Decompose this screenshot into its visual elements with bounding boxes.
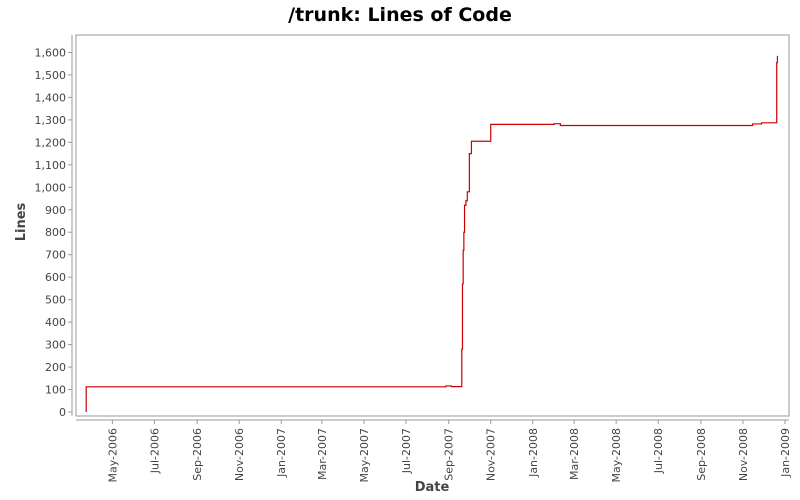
y-tick-label: 800 bbox=[45, 226, 66, 239]
series-layer bbox=[85, 55, 779, 412]
y-tick-label: 1,300 bbox=[35, 114, 67, 127]
y-tick-label: 1,200 bbox=[35, 136, 67, 149]
x-tick-label: May-2008 bbox=[610, 428, 623, 483]
plot-area bbox=[75, 34, 790, 417]
x-tick-label: Mar-2007 bbox=[316, 428, 329, 480]
y-tick-label: 1,000 bbox=[35, 181, 67, 194]
series-line bbox=[85, 55, 779, 412]
x-tick-label: Nov-2008 bbox=[737, 428, 750, 481]
x-axis: May-2006 Jul-2006 Sep-2006 Nov-2006 Jan-2007… bbox=[76, 419, 792, 483]
y-tick-label: 200 bbox=[45, 361, 66, 374]
y-tick-label: 1,500 bbox=[35, 69, 67, 82]
y-tick-label: 1,400 bbox=[35, 91, 67, 104]
x-tick-label: Mar-2008 bbox=[568, 428, 581, 480]
x-tick-label: Sep-2006 bbox=[191, 428, 204, 481]
x-axis-title: Date bbox=[415, 480, 450, 495]
x-tick-label: Nov-2006 bbox=[233, 428, 246, 481]
chart-title: /trunk: Lines of Code bbox=[288, 4, 512, 26]
x-tick-label: Jan-2007 bbox=[275, 428, 288, 478]
y-tick-label: 300 bbox=[45, 339, 66, 352]
x-tick-label: Sep-2007 bbox=[443, 428, 456, 481]
x-tick-label: Nov-2007 bbox=[485, 428, 498, 481]
y-axis-title: Lines bbox=[14, 202, 29, 241]
x-tick-label: Jan-2008 bbox=[527, 428, 540, 478]
y-tick-label: 900 bbox=[45, 204, 66, 217]
y-tick-label: 100 bbox=[45, 384, 66, 397]
x-tick-label: Sep-2008 bbox=[695, 428, 708, 481]
y-tick-label: 700 bbox=[45, 249, 66, 262]
y-tick-label: 0 bbox=[59, 406, 66, 419]
x-tick-label: Jul-2008 bbox=[652, 428, 665, 474]
y-axis: 0 100 200 300 400 500 600 700 800 900 1,000 1,100 1,… bbox=[35, 35, 73, 419]
x-tick-label: Jan-2009 bbox=[779, 428, 792, 478]
y-tick-label: 1,600 bbox=[35, 46, 67, 59]
x-tick-label: Jul-2006 bbox=[148, 428, 161, 474]
x-tick-label: May-2006 bbox=[106, 428, 119, 483]
y-tick-label: 500 bbox=[45, 294, 66, 307]
y-tick-label: 400 bbox=[45, 316, 66, 329]
y-tick-label: 1,100 bbox=[35, 159, 67, 172]
x-tick-label: May-2007 bbox=[358, 428, 371, 483]
x-tick-label: Jul-2007 bbox=[400, 428, 413, 474]
y-tick-label: 600 bbox=[45, 271, 66, 284]
